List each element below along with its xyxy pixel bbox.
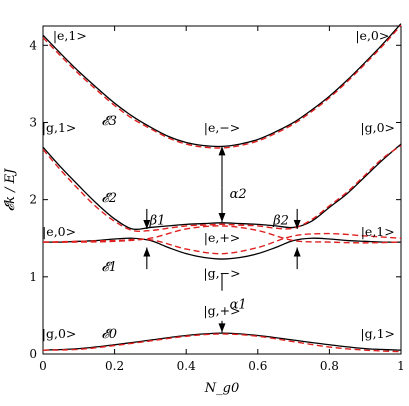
curve-layer [42,23,402,353]
annotation-18: 𝓔0 [101,327,117,342]
annotation-3: |g,1> [42,120,77,135]
annotation-0: |e,1> [53,28,87,43]
x-tick-label: 0.4 [177,359,196,373]
dashed-curve-3 [42,225,402,244]
y-tick-label: 0 [29,347,37,361]
x-tick-label: 0.2 [105,359,124,373]
arrow-0 [218,146,226,188]
dashed-curve-8 [42,24,402,149]
x-tick-label: 0.8 [320,359,339,373]
arrow-4 [293,208,301,229]
annotation-9: β2 [272,213,289,228]
arrow-layer [143,146,301,333]
x-tick-label: 1 [397,359,405,373]
annotation-14: |g,−> [203,266,240,281]
x-axis-label: N_g0 [204,381,239,396]
annotation-4: |g,0> [360,120,395,135]
x-tick-label: 0.6 [248,359,267,373]
annotation-13: 𝓔1 [101,260,117,275]
y-axis-label: 𝓔k / EJ [3,168,18,211]
annotation-15: |g,+> [203,303,240,318]
y-tick-label: 1 [29,270,37,284]
annotation-11: |e,1> [361,224,395,239]
annotation-12: |e,+> [204,230,241,245]
annotation-2: 𝓔3 [101,114,117,129]
annotation-16: α1 [230,298,247,313]
annotation-17: |g,0> [42,326,77,341]
y-tick-label: 3 [29,115,37,129]
arrow-1 [218,187,226,223]
arrow-7 [218,320,226,333]
y-tick-label: 2 [29,193,37,207]
arrow-5 [293,247,301,270]
dashed-curve-4 [42,232,402,255]
arrow-3 [143,247,151,270]
annotation-5: |e,−> [204,120,241,135]
solid-curve-5 [42,143,402,231]
annotation-8: β1 [149,213,166,228]
plot-frame [42,25,402,355]
annotation-layer: |e,1> |e,0> 𝓔3 |g,1> |g,0> |e,−> α2 𝓔2 β1 β2 |e,0>… [42,28,395,342]
annotation-1: |e,0> [355,28,389,43]
arrow-2 [143,208,151,229]
annotation-7: 𝓔2 [101,191,117,206]
x-tick-label: 0 [39,359,47,373]
y-tick-label: 4 [29,38,37,52]
dashed-curve-1 [42,333,402,353]
annotation-10: |e,0> [42,224,76,239]
dashed-curve-6 [42,145,402,232]
annotation-6: α2 [230,187,247,202]
solid-curve-0 [42,332,402,351]
annotation-19: |g,1> [360,326,395,341]
axis-ticks: 0 0.2 0.4 0.6 0.8 1 0 1 2 3 4 [29,26,405,373]
